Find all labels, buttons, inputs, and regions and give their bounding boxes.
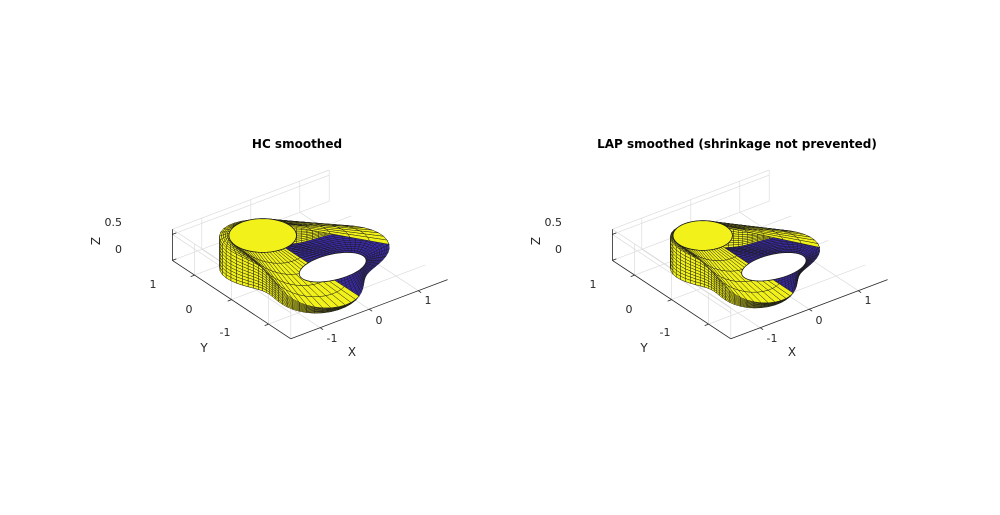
y-axis-label: Y bbox=[199, 341, 208, 355]
z-axis-label: Z bbox=[89, 237, 103, 245]
y-tick-mark bbox=[630, 274, 635, 277]
z-tick-label: 0.5 bbox=[545, 216, 563, 229]
y-tick-label: 1 bbox=[150, 278, 157, 291]
surface-plot-hc: HC smoothed X Y Z -1 0 1 -1 0 1 0 0.5 bbox=[89, 137, 448, 359]
z-tick-label: 0 bbox=[555, 243, 562, 256]
z-tick-mark bbox=[612, 258, 617, 261]
y-tick-label: -1 bbox=[660, 326, 671, 339]
dome-rim bbox=[672, 220, 733, 251]
x-tick-label: 1 bbox=[865, 294, 872, 307]
y-tick-label: -1 bbox=[220, 326, 231, 339]
surface-patch bbox=[733, 240, 739, 243]
surface-patch bbox=[728, 242, 734, 246]
z-axis-label: Z bbox=[529, 237, 543, 245]
grid-line bbox=[612, 234, 731, 314]
z-tick-label: 0.5 bbox=[105, 216, 123, 229]
y-tick-mark bbox=[264, 323, 269, 326]
surface-patch bbox=[301, 229, 308, 232]
y-tick-mark bbox=[190, 274, 195, 277]
z-tick-mark bbox=[612, 232, 617, 235]
x-axis-label: X bbox=[788, 345, 796, 359]
plot-title: LAP smoothed (shrinkage not prevented) bbox=[597, 137, 877, 151]
x-tick-mark bbox=[808, 308, 813, 312]
x-tick-label: 1 bbox=[425, 294, 432, 307]
grid-line bbox=[172, 174, 330, 235]
y-axis-label: Y bbox=[639, 341, 648, 355]
z-tick-mark bbox=[172, 232, 177, 235]
z-tick-label: 0 bbox=[115, 243, 122, 256]
x-tick-mark bbox=[319, 327, 324, 330]
surface-patch bbox=[738, 236, 743, 239]
surface-patch bbox=[296, 232, 302, 236]
surface-patch bbox=[738, 237, 743, 241]
z-tick-mark bbox=[172, 258, 177, 261]
x-tick-label: -1 bbox=[767, 332, 778, 345]
surface-plot-lap: LAP smoothed (shrinkage not prevented) X… bbox=[529, 137, 888, 359]
surface-patch bbox=[349, 241, 356, 245]
subplot-lap-smoothed: LAP smoothed (shrinkage not prevented) X… bbox=[440, 0, 940, 515]
y-tick-label: 0 bbox=[626, 303, 633, 316]
surface-patch bbox=[742, 234, 748, 237]
plot-title: HC smoothed bbox=[252, 137, 342, 151]
y-tick-label: 1 bbox=[590, 278, 597, 291]
y-tick-label: 0 bbox=[186, 303, 193, 316]
y-tick-mark bbox=[704, 323, 709, 326]
subplot-hc-smoothed: HC smoothed X Y Z -1 0 1 -1 0 1 0 0.5 bbox=[89, 137, 448, 359]
surface-patch bbox=[350, 244, 356, 247]
grid-line bbox=[172, 169, 330, 230]
surface-patch bbox=[349, 239, 356, 243]
surface-hole bbox=[298, 252, 367, 283]
x-tick-mark bbox=[368, 308, 373, 312]
x-tick-label: 0 bbox=[816, 314, 823, 327]
x-tick-mark bbox=[759, 327, 764, 330]
y-tick-mark bbox=[227, 299, 232, 302]
x-axis-label: X bbox=[348, 345, 356, 359]
dome-rim bbox=[228, 218, 297, 253]
surface-hole bbox=[741, 252, 807, 282]
y-tick-mark bbox=[667, 299, 672, 302]
x-tick-label: 0 bbox=[376, 314, 383, 327]
x-tick-mark bbox=[417, 290, 422, 293]
x-tick-mark bbox=[857, 290, 862, 293]
x-tick-label: -1 bbox=[327, 332, 338, 345]
grid-line bbox=[612, 174, 770, 235]
grid-line bbox=[612, 169, 770, 230]
